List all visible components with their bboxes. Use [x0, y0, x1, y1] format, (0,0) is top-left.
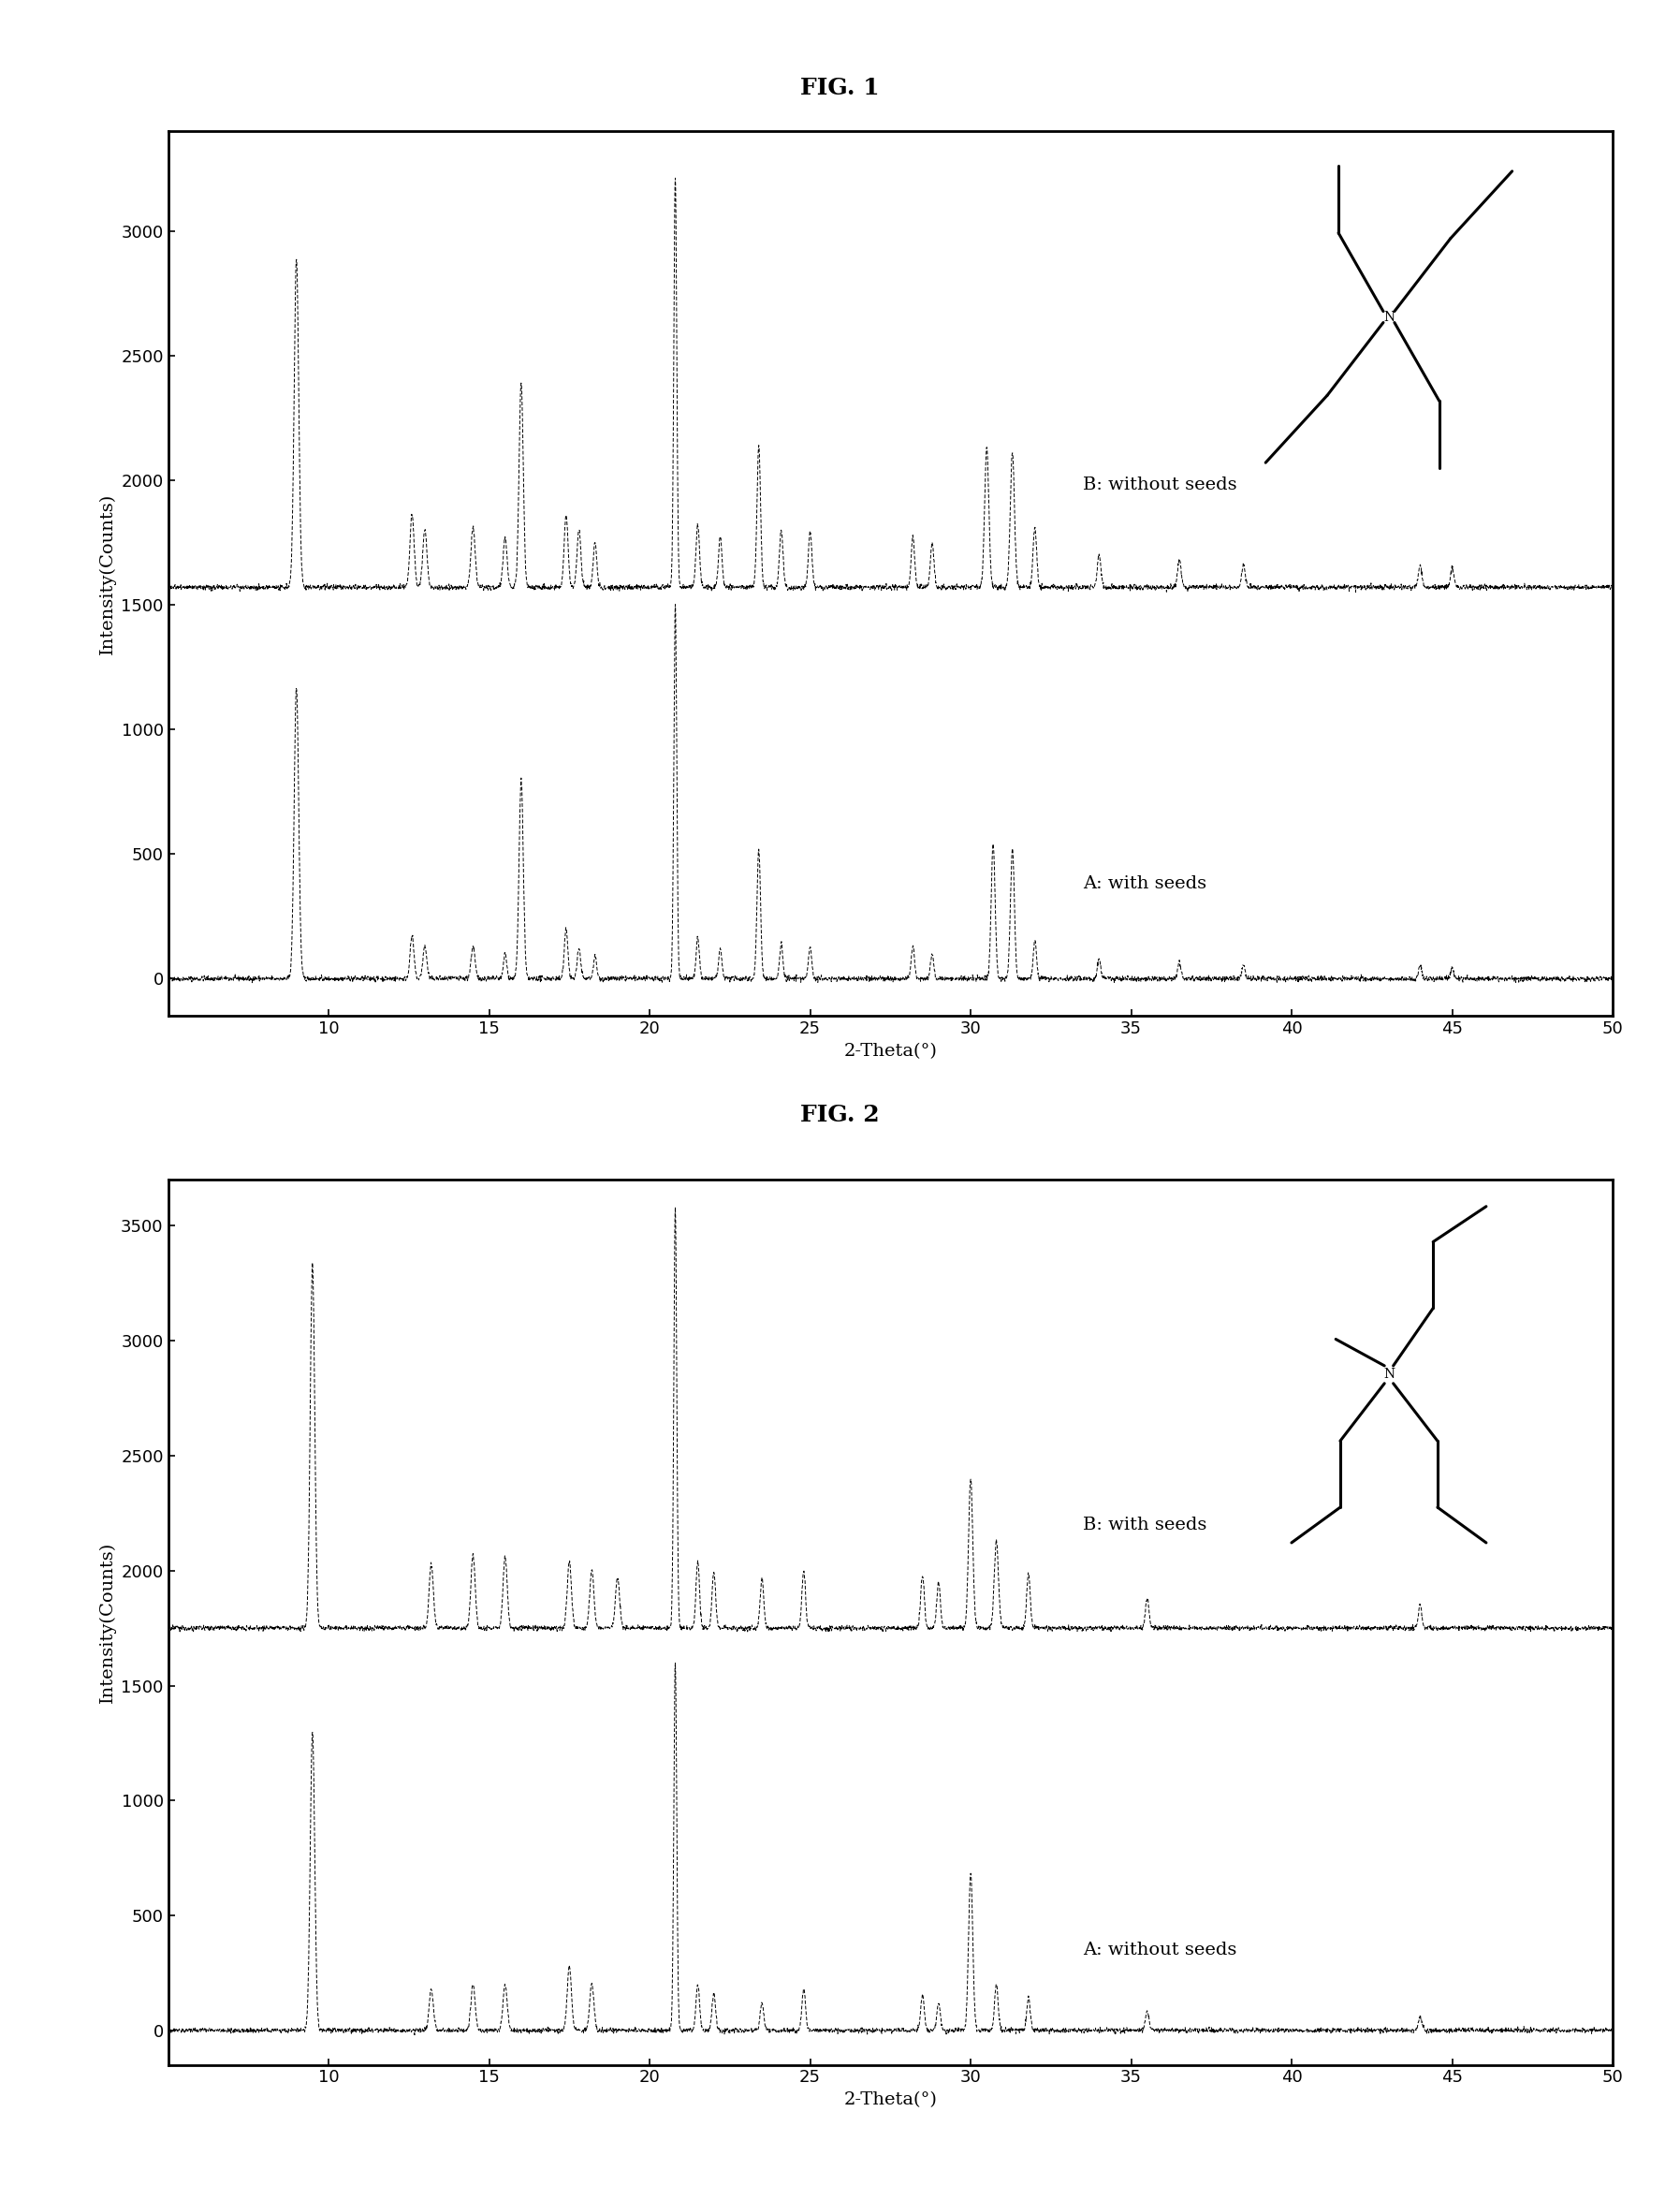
- Y-axis label: Intensity(Counts): Intensity(Counts): [99, 1543, 116, 1702]
- Text: N: N: [1383, 1368, 1394, 1381]
- Y-axis label: Intensity(Counts): Intensity(Counts): [99, 494, 116, 653]
- Text: A: without seeds: A: without seeds: [1084, 1942, 1236, 1958]
- Text: A: with seeds: A: with seeds: [1084, 876, 1206, 891]
- Text: B: without seeds: B: without seeds: [1084, 476, 1236, 494]
- X-axis label: 2-Theta(°): 2-Theta(°): [843, 1042, 937, 1060]
- Text: B: with seeds: B: with seeds: [1084, 1516, 1206, 1534]
- X-axis label: 2-Theta(°): 2-Theta(°): [843, 2091, 937, 2109]
- Text: N: N: [1383, 310, 1394, 323]
- Text: FIG. 1: FIG. 1: [800, 76, 880, 98]
- Text: FIG. 2: FIG. 2: [800, 1103, 880, 1125]
